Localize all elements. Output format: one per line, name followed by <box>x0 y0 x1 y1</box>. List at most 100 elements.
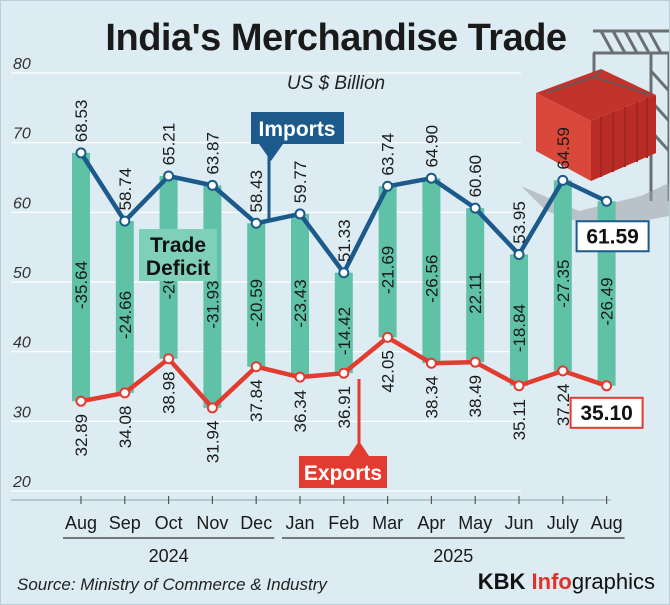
imports-value-label: 59.77 <box>291 161 310 204</box>
x-tick-label: Jan <box>285 513 314 533</box>
deficit-value-label: -20.59 <box>247 279 266 327</box>
exports-value-label: 38.49 <box>466 375 485 418</box>
imports-callout-text: Imports <box>258 118 335 141</box>
exports-value-label: 38.98 <box>160 371 179 414</box>
deficit-value-label: -26.49 <box>598 277 617 325</box>
brand-part3: graphics <box>571 569 655 594</box>
exports-value-label: 36.91 <box>335 386 354 429</box>
x-tick-label: Oct <box>155 513 183 533</box>
imports-value-label: 68.53 <box>72 100 91 143</box>
crane-container-illustration <box>521 29 669 229</box>
y-tick-label: 70 <box>13 126 31 143</box>
exports-value-label: 36.34 <box>291 390 310 433</box>
source-note: Source: Ministry of Commerce & Industry <box>17 575 327 594</box>
imports-point <box>206 179 218 191</box>
brand-part1: KBK <box>477 569 532 594</box>
deficit-value-label: -24.66 <box>116 291 135 339</box>
year-label: 2025 <box>433 546 473 566</box>
chart-title: India's Merchandise Trade <box>105 17 567 59</box>
deficit-bar <box>510 254 528 386</box>
exports-point <box>382 331 394 343</box>
imports-point <box>513 248 525 260</box>
exports-point <box>338 367 350 379</box>
y-tick-label: 60 <box>13 195 31 212</box>
x-tick-label: May <box>458 513 492 533</box>
imports-value-label: 64.59 <box>554 127 573 170</box>
exports-point <box>425 357 437 369</box>
imports-point <box>294 208 306 220</box>
imports-point <box>163 170 175 182</box>
imports-value-label: 60.60 <box>466 155 485 198</box>
trade-deficit-label-line1: Trade <box>150 234 206 257</box>
y-tick-label: 80 <box>13 56 31 73</box>
exports-point <box>601 380 613 392</box>
y-tick-label: 40 <box>13 335 31 352</box>
imports-point <box>382 180 394 192</box>
deficit-bar <box>115 221 134 393</box>
brand-logo: KBK Infographics <box>478 569 655 595</box>
y-axis-ticks: 20 30 40 50 60 70 80 <box>12 56 31 491</box>
deficit-value-label: -14.42 <box>335 307 354 355</box>
exports-point <box>250 361 262 373</box>
imports-end-value: 61.59 <box>586 225 639 248</box>
deficit-bar <box>334 272 353 374</box>
exports-value-label: 31.94 <box>203 421 222 464</box>
imports-value-label: 58.74 <box>116 168 135 211</box>
exports-value-label: 35.11 <box>510 399 529 440</box>
chart-subtitle: US $ Billion <box>286 73 386 94</box>
x-tick-label: Aug <box>65 513 97 533</box>
deficit-bar <box>553 180 572 371</box>
x-tick-label: Feb <box>328 513 359 533</box>
exports-point <box>163 353 175 365</box>
imports-callout: Imports <box>251 112 344 219</box>
deficit-bar <box>422 178 441 364</box>
point-labels: 68.53 58.74 65.21 63.87 58.43 59.77 51.33 63.74… <box>72 100 573 463</box>
deficit-bars <box>72 152 616 408</box>
imports-point <box>557 174 569 186</box>
deficit-value-label: -27.35 <box>554 260 573 308</box>
y-tick-label: 20 <box>12 474 31 491</box>
end-value-boxes: 61.59 35.10 <box>569 220 650 429</box>
imports-value-label: 63.87 <box>203 132 222 175</box>
x-tick-label: July <box>547 513 579 533</box>
imports-end-box <box>575 220 650 253</box>
exports-callout: Exports <box>299 379 387 488</box>
series-lines <box>75 147 613 414</box>
deficit-bar <box>378 186 397 338</box>
deficit-bar <box>72 152 90 402</box>
imports-point <box>469 202 481 214</box>
deficit-bar <box>291 213 309 378</box>
imports-point <box>338 267 350 279</box>
exports-value-label: 37.24 <box>554 384 573 427</box>
exports-point <box>294 371 306 383</box>
exports-end-box <box>569 396 644 429</box>
exports-point <box>469 356 481 368</box>
x-tick-label: Mar <box>372 513 403 533</box>
imports-value-label: 65.21 <box>160 123 179 166</box>
x-tick-label: Dec <box>240 513 272 533</box>
imports-point <box>75 147 87 159</box>
x-tick-label: Nov <box>196 513 228 533</box>
imports-value-label: 58.43 <box>247 170 266 213</box>
deficit-value-label: -21.69 <box>379 246 398 294</box>
year-label: 2024 <box>149 546 189 566</box>
exports-point <box>206 402 218 414</box>
deficit-bar <box>466 208 485 363</box>
exports-value-label: 32.89 <box>72 414 91 457</box>
exports-callout-text: Exports <box>304 462 382 485</box>
exports-point <box>119 387 131 399</box>
deficit-value-label: -35.64 <box>72 261 91 309</box>
exports-value-label: 38.34 <box>422 376 441 419</box>
deficit-value-label: -26.56 <box>422 255 441 303</box>
exports-value-label: 34.08 <box>116 406 135 449</box>
brand-part2: Info <box>531 569 572 594</box>
imports-value-label: 53.95 <box>510 201 529 244</box>
x-tick-label: Apr <box>417 513 445 533</box>
x-tick-label: Jun <box>504 513 533 533</box>
imports-point <box>425 172 437 184</box>
exports-point <box>557 365 569 377</box>
deficit-value-label: -23.43 <box>291 279 310 327</box>
imports-value-label: 51.33 <box>335 219 354 262</box>
